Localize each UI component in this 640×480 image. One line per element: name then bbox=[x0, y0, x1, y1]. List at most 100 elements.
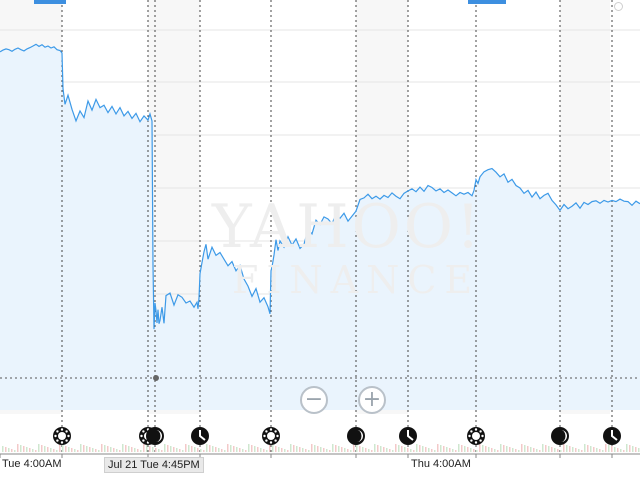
volume-bar bbox=[614, 447, 616, 452]
volume-bar bbox=[119, 450, 121, 452]
volume-bar bbox=[374, 444, 376, 452]
volume-bar bbox=[389, 449, 391, 452]
volume-bar bbox=[545, 445, 547, 452]
volume-bar bbox=[347, 449, 349, 452]
volume-bar bbox=[503, 445, 505, 452]
volume-bar bbox=[92, 448, 94, 452]
volume-bar bbox=[137, 449, 139, 452]
volume-bar bbox=[20, 445, 22, 452]
volume-bar bbox=[179, 449, 181, 452]
volume-bar bbox=[638, 448, 640, 452]
volume-bar bbox=[305, 449, 307, 452]
volume-bar bbox=[608, 445, 610, 452]
volume-bar bbox=[155, 448, 157, 452]
volume-bar bbox=[368, 449, 370, 452]
moon-icon bbox=[551, 427, 569, 445]
volume-bar bbox=[401, 446, 403, 452]
volume-bar bbox=[143, 444, 145, 452]
volume-bar bbox=[569, 446, 571, 452]
volume-bar bbox=[548, 446, 550, 452]
volume-bar bbox=[515, 449, 517, 452]
volume-bar bbox=[416, 444, 418, 452]
volume-bar bbox=[578, 449, 580, 452]
volume-bar bbox=[71, 448, 73, 452]
volume-bar bbox=[533, 448, 535, 452]
range-selector-right[interactable] bbox=[468, 0, 506, 4]
volume-bar bbox=[263, 449, 265, 452]
range-selector-left[interactable] bbox=[34, 0, 66, 4]
volume-bar bbox=[23, 446, 25, 452]
clock-icon bbox=[191, 427, 209, 445]
volume-bar bbox=[161, 450, 163, 452]
volume-bar bbox=[386, 448, 388, 452]
volume-bar bbox=[620, 449, 622, 452]
volume-bar bbox=[623, 450, 625, 452]
volume-bar bbox=[425, 447, 427, 452]
volume-bar bbox=[77, 450, 79, 452]
volume-bar bbox=[68, 447, 70, 452]
volume-bar bbox=[476, 450, 478, 452]
volume-bar bbox=[47, 447, 49, 452]
volume-bar bbox=[437, 444, 439, 452]
volume-bar bbox=[83, 445, 85, 452]
volume-bar bbox=[140, 450, 142, 452]
volume-bar bbox=[194, 447, 196, 452]
volume-bar bbox=[215, 447, 217, 452]
volume-bar bbox=[626, 444, 628, 452]
volume-bar bbox=[371, 450, 373, 452]
corner-handle[interactable] bbox=[614, 2, 623, 11]
volume-bar bbox=[317, 446, 319, 452]
volume-bar bbox=[14, 450, 16, 452]
volume-bar bbox=[89, 447, 91, 452]
volume-bar bbox=[182, 450, 184, 452]
volume-bar bbox=[203, 450, 205, 452]
volume-bar bbox=[527, 446, 529, 452]
volume-bar bbox=[320, 447, 322, 452]
volume-bar bbox=[5, 447, 7, 452]
volume-bar bbox=[200, 449, 202, 452]
clock-icon bbox=[603, 427, 621, 445]
volume-bar bbox=[632, 446, 634, 452]
volume-bar bbox=[500, 444, 502, 452]
volume-bar bbox=[428, 448, 430, 452]
volume-bar bbox=[239, 448, 241, 452]
volume-bar bbox=[275, 446, 277, 452]
volume-bar bbox=[341, 447, 343, 452]
volume-bar bbox=[35, 450, 37, 452]
volume-bar bbox=[335, 445, 337, 452]
zoom-out-button[interactable]: − bbox=[300, 386, 328, 414]
volume-bar bbox=[398, 445, 400, 452]
volume-bar bbox=[584, 444, 586, 452]
zoom-in-button[interactable]: + bbox=[358, 386, 386, 414]
volume-bar bbox=[359, 446, 361, 452]
volume-bar bbox=[185, 444, 187, 452]
volume-bar bbox=[509, 447, 511, 452]
volume-bar bbox=[521, 444, 523, 452]
volume-bar bbox=[104, 445, 106, 452]
volume-bar bbox=[470, 448, 472, 452]
volume-bar bbox=[233, 446, 235, 452]
volume-bar bbox=[254, 446, 256, 452]
volume-bar bbox=[542, 444, 544, 452]
volume-bar bbox=[290, 444, 292, 452]
volume-bar bbox=[125, 445, 127, 452]
series-area bbox=[0, 44, 640, 411]
volume-bar bbox=[497, 450, 499, 452]
volume-bar bbox=[494, 449, 496, 452]
volume-bar bbox=[356, 445, 358, 452]
crosshair-time-label: Jul 21 Tue 4:45PM bbox=[104, 457, 204, 473]
volume-bar bbox=[440, 445, 442, 452]
sun-icon bbox=[53, 427, 71, 445]
volume-bar bbox=[485, 446, 487, 452]
volume-bar bbox=[299, 447, 301, 452]
volume-bar bbox=[512, 448, 514, 452]
volume-bar bbox=[95, 449, 97, 452]
volume-bar bbox=[446, 447, 448, 452]
volume-bar bbox=[449, 448, 451, 452]
volume-bar bbox=[284, 449, 286, 452]
volume-bar bbox=[563, 444, 565, 452]
volume-bar bbox=[116, 449, 118, 452]
volume-bar bbox=[206, 444, 208, 452]
